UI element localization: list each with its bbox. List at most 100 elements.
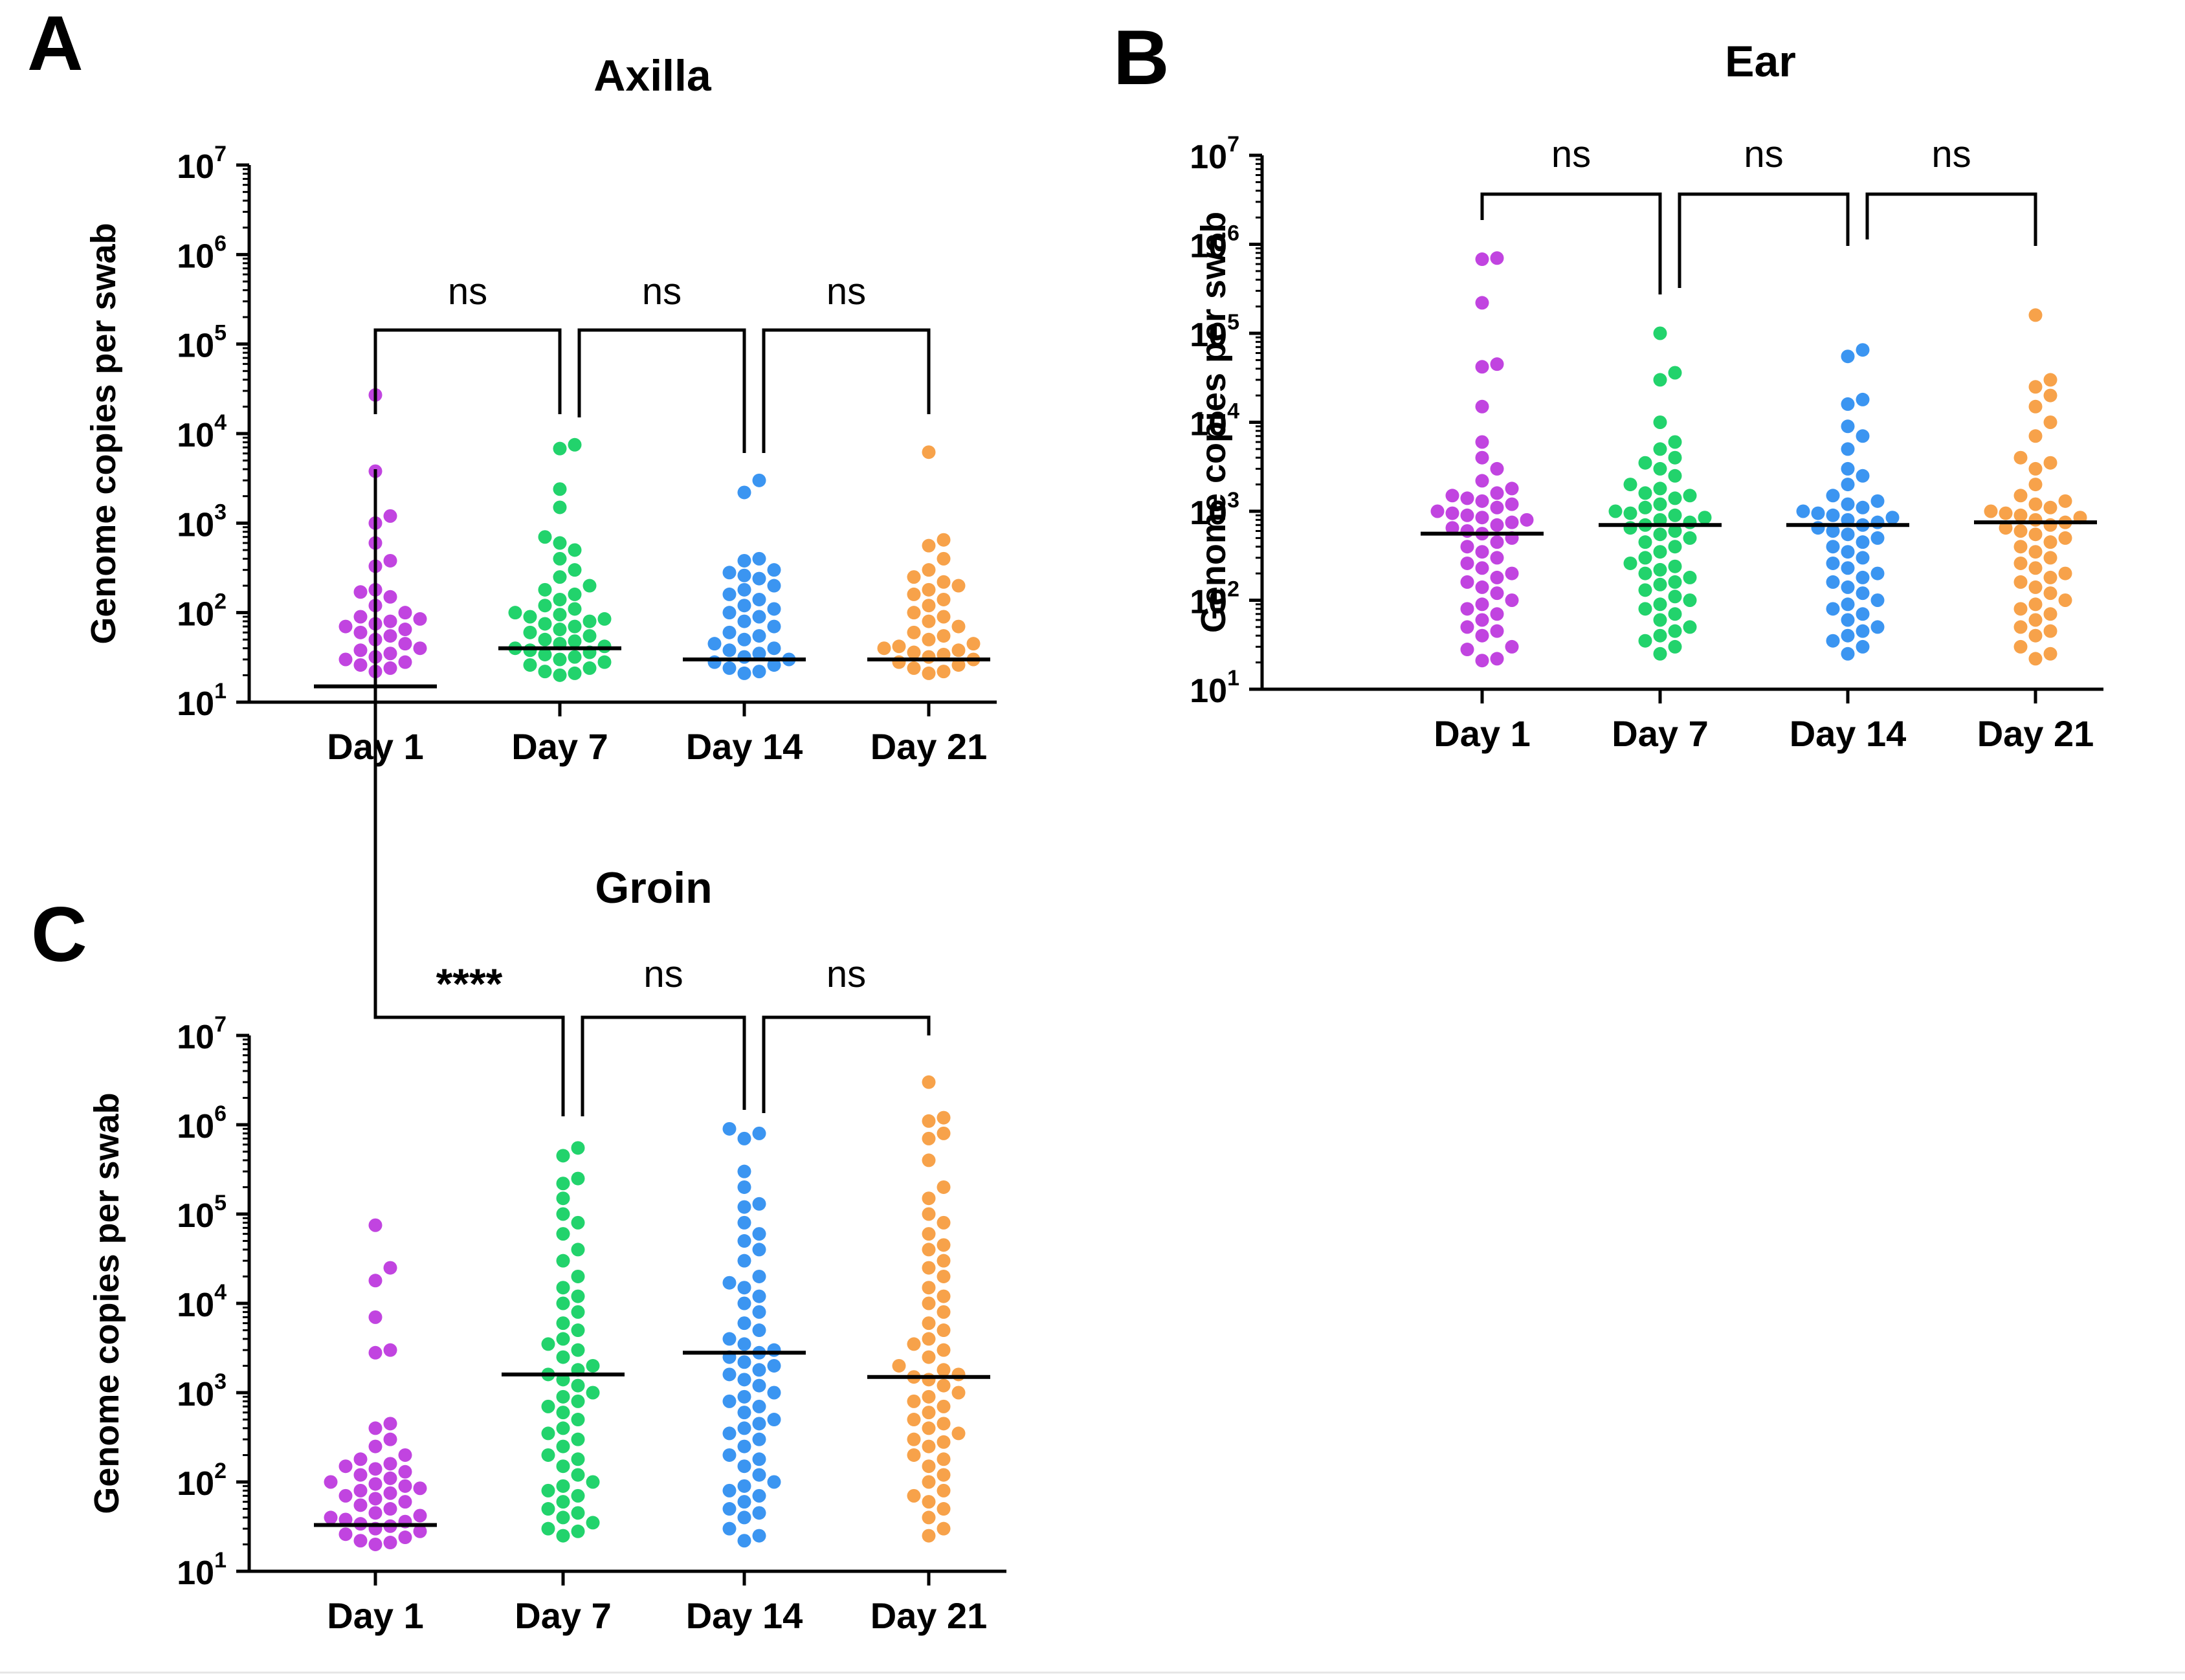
significance-label: ****	[436, 960, 503, 1008]
data-point	[1490, 535, 1504, 549]
data-point	[737, 1373, 751, 1387]
y-tick-label: 106	[177, 1101, 227, 1145]
data-point	[582, 629, 597, 643]
data-point	[737, 1355, 751, 1369]
data-point	[368, 1477, 383, 1491]
significance-label: ns	[642, 271, 682, 313]
data-point	[737, 1281, 751, 1295]
data-point	[1841, 628, 1855, 643]
data-point	[2028, 399, 2043, 414]
data-point	[767, 619, 781, 634]
data-point	[353, 1483, 368, 1498]
data-point	[737, 1389, 751, 1404]
data-point	[597, 612, 612, 626]
tick-base: 10	[177, 1465, 214, 1503]
data-point	[2028, 497, 2043, 511]
data-point	[571, 1413, 585, 1427]
x-tick-label: Day 14	[1790, 713, 1907, 754]
data-point	[1475, 580, 1489, 594]
x-tick-label: Day 21	[1977, 713, 2094, 754]
data-point	[1870, 620, 1885, 634]
data-point	[752, 1323, 766, 1338]
data-point	[571, 1394, 585, 1408]
tick-exponent: 6	[214, 1101, 227, 1126]
data-point	[877, 641, 891, 656]
data-point	[571, 1269, 585, 1283]
y-tick-label: 103	[177, 1369, 227, 1413]
data-point	[1653, 415, 1667, 429]
data-point	[951, 1386, 966, 1400]
data-point	[752, 1529, 766, 1543]
data-point	[597, 655, 612, 669]
data-point	[571, 1506, 585, 1520]
data-point	[553, 592, 567, 606]
data-point	[907, 1337, 921, 1351]
data-point	[1638, 602, 1652, 616]
data-point	[553, 551, 567, 566]
y-tick-label: 105	[177, 1191, 227, 1235]
data-point	[907, 570, 921, 584]
data-point	[556, 1350, 570, 1364]
data-point	[722, 1276, 737, 1290]
data-point	[571, 1468, 585, 1482]
data-point	[737, 1180, 751, 1194]
bottom-divider	[0, 1672, 2185, 1674]
data-point	[1460, 575, 1474, 589]
data-point	[937, 629, 951, 643]
data-point	[338, 1527, 353, 1542]
data-point	[541, 1448, 555, 1462]
significance-label: ns	[1551, 133, 1591, 175]
data-point	[937, 1468, 951, 1482]
data-point	[951, 619, 966, 634]
data-point	[1623, 506, 1637, 520]
data-point	[571, 1289, 585, 1303]
panel-letter: A	[27, 0, 83, 87]
data-point	[553, 482, 567, 496]
data-point	[907, 645, 921, 659]
data-point	[752, 1506, 766, 1520]
tick-base: 10	[177, 1287, 214, 1324]
data-point	[1826, 540, 1840, 554]
data-point	[922, 1075, 936, 1089]
data-point	[398, 606, 412, 620]
data-point	[1505, 515, 1519, 529]
data-point	[1490, 586, 1504, 601]
significance-bracket	[762, 328, 931, 453]
data-point	[556, 1149, 570, 1163]
data-point	[1668, 607, 1682, 621]
tick-base: 10	[177, 238, 214, 275]
x-tick-label: Day 1	[1434, 713, 1530, 754]
data-point	[1841, 561, 1855, 575]
data-point	[722, 1394, 737, 1408]
data-point	[1653, 577, 1667, 591]
data-point	[737, 1215, 751, 1230]
data-point	[922, 1389, 936, 1404]
data-point	[922, 1459, 936, 1474]
x-tick-label: Day 14	[686, 1595, 803, 1636]
data-point	[353, 625, 368, 639]
data-point	[398, 637, 412, 651]
data-point	[2043, 456, 2057, 470]
data-point	[937, 1269, 951, 1283]
tick-base: 10	[177, 1376, 214, 1413]
data-point	[1870, 515, 1885, 529]
data-point	[907, 625, 921, 639]
data-point	[568, 563, 582, 577]
data-point	[1811, 506, 1825, 520]
data-point	[368, 1274, 383, 1288]
data-point	[556, 1316, 570, 1331]
data-point	[568, 650, 582, 664]
data-point	[1668, 366, 1682, 380]
data-point	[1638, 551, 1652, 565]
y-tick-label: 105	[1190, 310, 1239, 354]
data-point	[1475, 399, 1489, 414]
data-point	[1668, 639, 1682, 654]
data-point	[1856, 535, 1870, 549]
data-point	[922, 650, 936, 664]
data-point	[1475, 494, 1489, 508]
x-tick-label: Day 21	[871, 1595, 988, 1636]
data-point	[1475, 545, 1489, 559]
data-point	[398, 1448, 412, 1462]
data-point	[1856, 639, 1870, 654]
data-point	[1841, 349, 1855, 364]
